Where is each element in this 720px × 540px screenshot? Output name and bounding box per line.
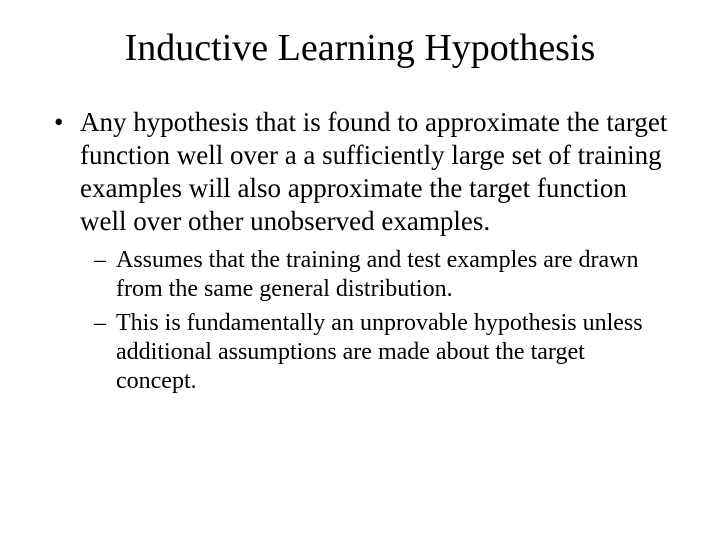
- sub-bullet-text: Assumes that the training and test examp…: [116, 247, 639, 302]
- sub-bullet-text: This is fundamentally an unprovable hypo…: [116, 310, 643, 394]
- slide-container: Inductive Learning Hypothesis Any hypoth…: [0, 0, 720, 540]
- sub-bullet-list: Assumes that the training and test examp…: [92, 246, 670, 396]
- bullet-text: Any hypothesis that is found to approxim…: [80, 107, 667, 236]
- bullet-list: Any hypothesis that is found to approxim…: [50, 106, 670, 396]
- list-item: This is fundamentally an unprovable hypo…: [92, 309, 670, 395]
- slide-title: Inductive Learning Hypothesis: [50, 26, 670, 70]
- list-item: Any hypothesis that is found to approxim…: [50, 106, 670, 396]
- list-item: Assumes that the training and test examp…: [92, 246, 670, 304]
